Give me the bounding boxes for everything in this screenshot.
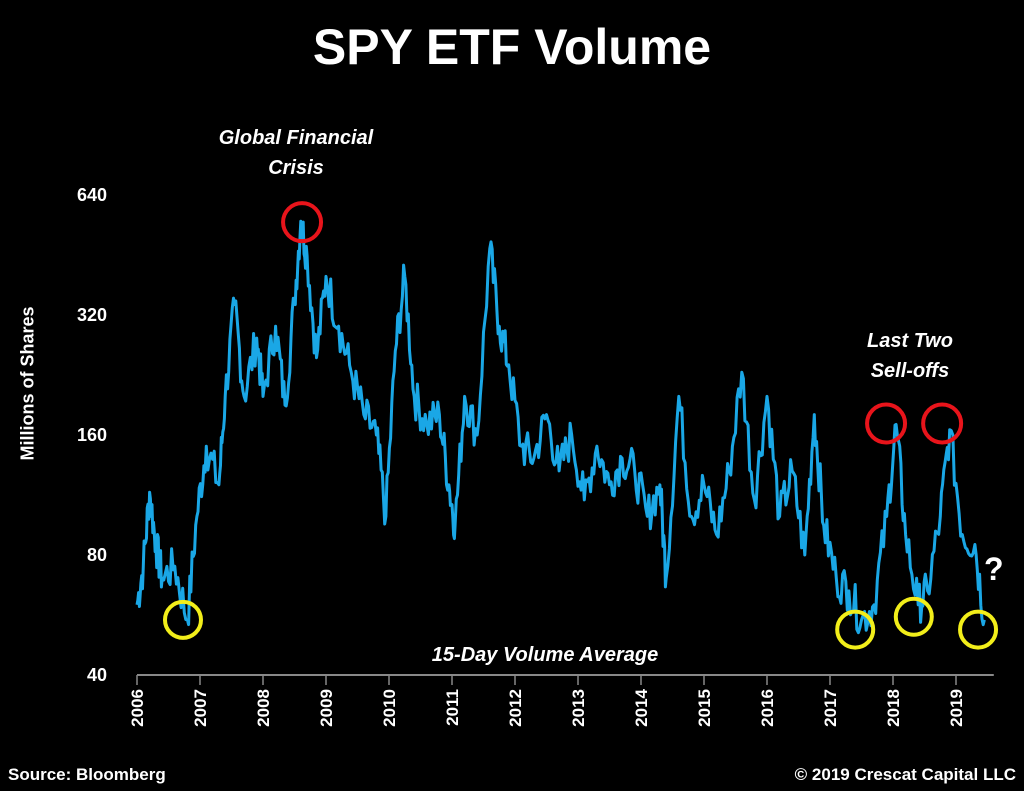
y-tick-label: 80 (87, 545, 107, 565)
red-highlight-circle (921, 402, 964, 445)
x-tick-label: 2014 (632, 688, 651, 726)
y-tick-label: 160 (77, 425, 107, 445)
annotation-selloffs-line2: Sell-offs (870, 360, 950, 382)
series-label: 15-Day Volume Average (431, 644, 659, 666)
question-mark: ? (984, 551, 1004, 587)
annotation-selloffs-line1: Last Two (867, 330, 953, 352)
copyright-note: © 2019 Crescat Capital LLC (794, 765, 1016, 784)
x-tick-label: 2011 (443, 689, 462, 726)
red-highlight-circle (281, 201, 324, 244)
y-tick-label: 640 (77, 185, 107, 205)
x-tick-label: 2017 (821, 689, 840, 727)
x-tick-label: 2008 (254, 689, 273, 727)
yellow-highlight-circle (893, 596, 934, 637)
series-line-volume (135, 219, 986, 635)
x-tick-label: 2015 (695, 689, 714, 727)
annotation-gfc-line1: Global Financial (218, 127, 374, 149)
chart-title: SPY ETF Volume (312, 19, 712, 75)
annotation-gfc-line2: Crisis (268, 157, 324, 179)
x-tick-label: 2012 (506, 689, 525, 727)
x-tick-label: 2018 (884, 689, 903, 727)
x-tick-label: 2009 (317, 689, 336, 727)
x-tick-label: 2013 (569, 689, 588, 727)
source-note: Source: Bloomberg (8, 765, 166, 784)
y-tick-label: 40 (87, 665, 107, 685)
x-tick-label: 2007 (191, 689, 210, 727)
x-tick-label: 2016 (758, 689, 777, 727)
x-tick-label: 2010 (380, 689, 399, 727)
annotation-selloffs: Last Two Sell-offs (840, 326, 980, 386)
yellow-highlight-circle (835, 609, 876, 650)
red-highlight-circle (865, 402, 908, 445)
y-tick-label: 320 (77, 305, 107, 325)
x-tick-label: 2019 (947, 689, 966, 727)
yellow-highlight-circle (162, 599, 203, 640)
x-tick-label: 2006 (128, 689, 147, 727)
annotation-gfc: Global Financial Crisis (196, 123, 396, 183)
yellow-highlight-circle (958, 609, 999, 650)
